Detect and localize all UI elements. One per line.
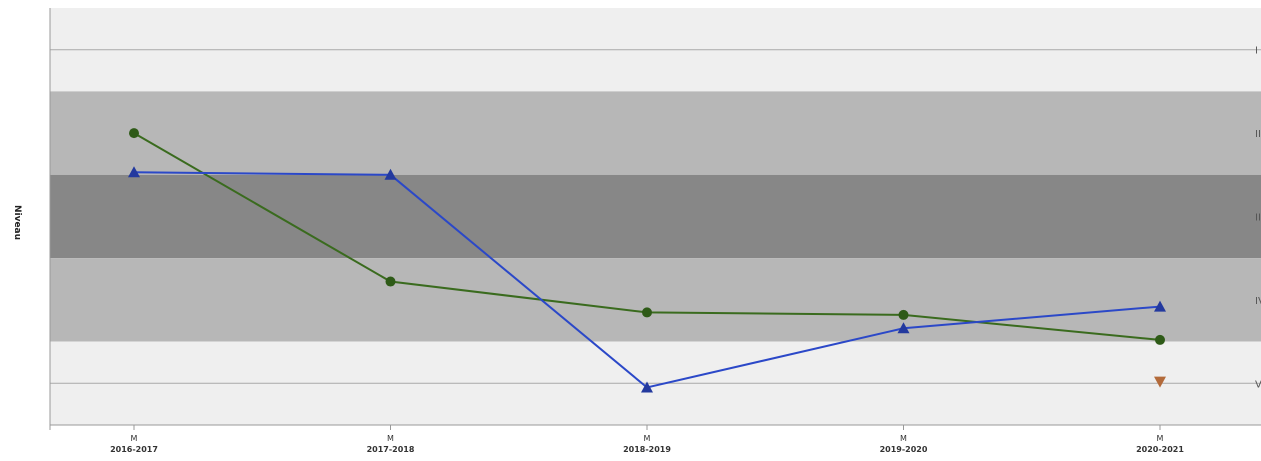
level-label: V [1255, 379, 1261, 390]
level-band [50, 174, 1261, 259]
level-band [50, 91, 1261, 175]
data-point-triangle-up [1154, 300, 1166, 312]
x-tick-label: 2019-2020 [880, 445, 928, 454]
data-point-circle [898, 309, 909, 320]
level-band [50, 258, 1261, 342]
y-axis-label: Niveau [12, 205, 22, 240]
series-layer [128, 128, 1166, 393]
data-point-circle [642, 307, 652, 318]
axes [49, 8, 1261, 430]
data-point-triangle-up [384, 168, 397, 180]
x-tick-label: 2020-2021 [1136, 445, 1184, 454]
level-label: IV [1255, 296, 1261, 307]
x-tick-label: 2017-2018 [367, 445, 415, 454]
data-point-circle [129, 128, 139, 139]
x-tick-label: 2018-2019 [623, 445, 671, 454]
data-point-triangle-up [897, 322, 910, 334]
x-tick-term-label: M [644, 434, 651, 443]
level-label: I [1255, 46, 1258, 57]
level-label: III [1255, 213, 1261, 224]
level-label: II [1255, 129, 1261, 140]
x-tick-term-label: M [1157, 434, 1164, 443]
x-tick-label: 2016-2017 [110, 445, 158, 454]
data-point-triangle-down [1154, 376, 1166, 388]
level-bands [50, 8, 1261, 425]
data-point-triangle-up [641, 381, 653, 393]
data-point-triangle-up [128, 166, 140, 178]
data-point-circle [1155, 334, 1165, 345]
data-point-circle [385, 276, 396, 287]
labels: IIIIIIIVVM2016-2017M2017-2018M2018-2019M… [12, 46, 1261, 454]
x-tick-term-label: M [387, 434, 394, 443]
x-tick-term-label: M [131, 434, 138, 443]
x-tick-term-label: M [900, 434, 907, 443]
